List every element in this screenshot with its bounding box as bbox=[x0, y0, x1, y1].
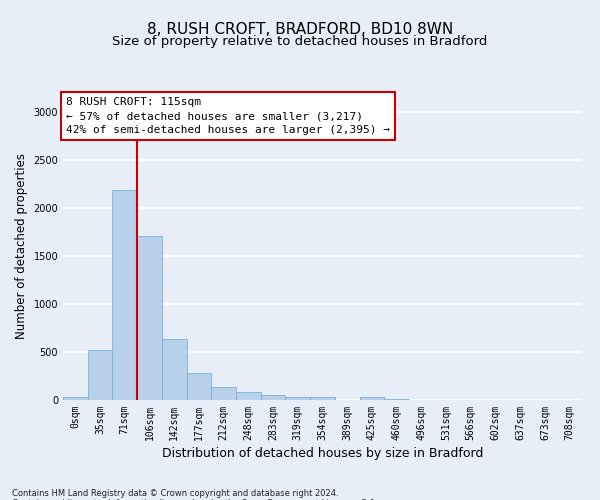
Bar bbox=[162, 340, 187, 400]
Text: Contains HM Land Registry data © Crown copyright and database right 2024.: Contains HM Land Registry data © Crown c… bbox=[12, 488, 338, 498]
Text: Contains public sector information licensed under the Open Government Licence v3: Contains public sector information licen… bbox=[12, 498, 377, 500]
Text: 8, RUSH CROFT, BRADFORD, BD10 8WN: 8, RUSH CROFT, BRADFORD, BD10 8WN bbox=[147, 22, 453, 38]
Bar bbox=[88, 350, 112, 400]
Bar bbox=[310, 398, 335, 400]
Bar bbox=[359, 398, 384, 400]
X-axis label: Distribution of detached houses by size in Bradford: Distribution of detached houses by size … bbox=[162, 447, 483, 460]
Bar bbox=[112, 190, 137, 400]
Bar bbox=[384, 399, 409, 400]
Bar bbox=[261, 394, 286, 400]
Text: 8 RUSH CROFT: 115sqm
← 57% of detached houses are smaller (3,217)
42% of semi-de: 8 RUSH CROFT: 115sqm ← 57% of detached h… bbox=[65, 97, 389, 135]
Bar bbox=[286, 396, 310, 400]
Bar bbox=[211, 386, 236, 400]
Bar bbox=[63, 398, 88, 400]
Bar bbox=[236, 392, 261, 400]
Bar bbox=[187, 373, 211, 400]
Bar bbox=[137, 236, 162, 400]
Y-axis label: Number of detached properties: Number of detached properties bbox=[15, 153, 28, 339]
Text: Size of property relative to detached houses in Bradford: Size of property relative to detached ho… bbox=[112, 36, 488, 49]
